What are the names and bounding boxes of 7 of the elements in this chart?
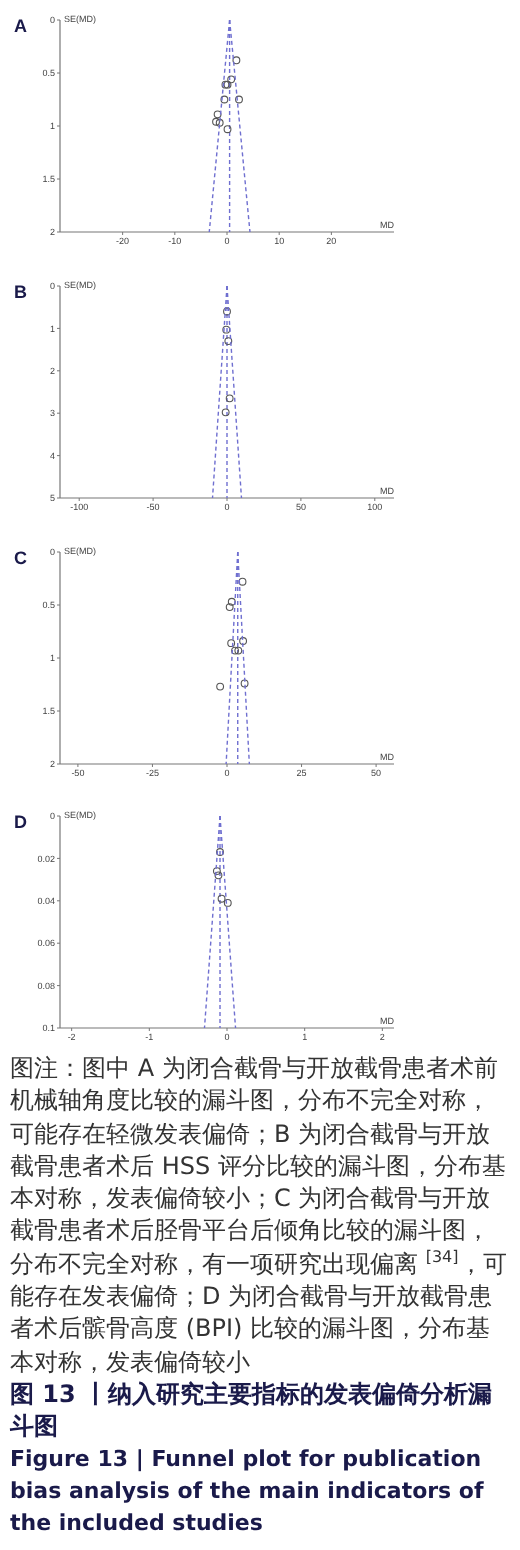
text: 图注：图中 A 为闭合截骨与开放截骨患者术前机械轴角度比较的漏斗图，分布不完全对称，可能存在轻微发表偏倚；B 为闭合截骨与开放截骨患者术后 HSS 评分比较的漏斗图，分布基本对称，发表偏倚较小；C 为闭合截骨与开放截骨患者术后胫骨平台后倾角比较的漏斗图，分布不完全对称，有一项研究出现偏离 $^{[34]}$，可能存在发表偏倚；D 为闭合截骨与开放截骨患者术后髌骨高度 (BPI) 比较的漏斗图，分布基本对称，发表偏倚较小: [10, 1054, 507, 1376]
chart-title: D: [14, 812, 28, 832]
chart-title: B: [14, 282, 28, 302]
text: 图 13 丨纳入研究主要指标的发表偏倚分析漏斗图: [10, 1379, 493, 1441]
chart-title: A: [14, 16, 28, 36]
chart-title: C: [14, 548, 28, 568]
text: Figure 13 | Funnel plot for publication bias analysis of the main indicators of the included studies: [10, 1445, 484, 1537]
